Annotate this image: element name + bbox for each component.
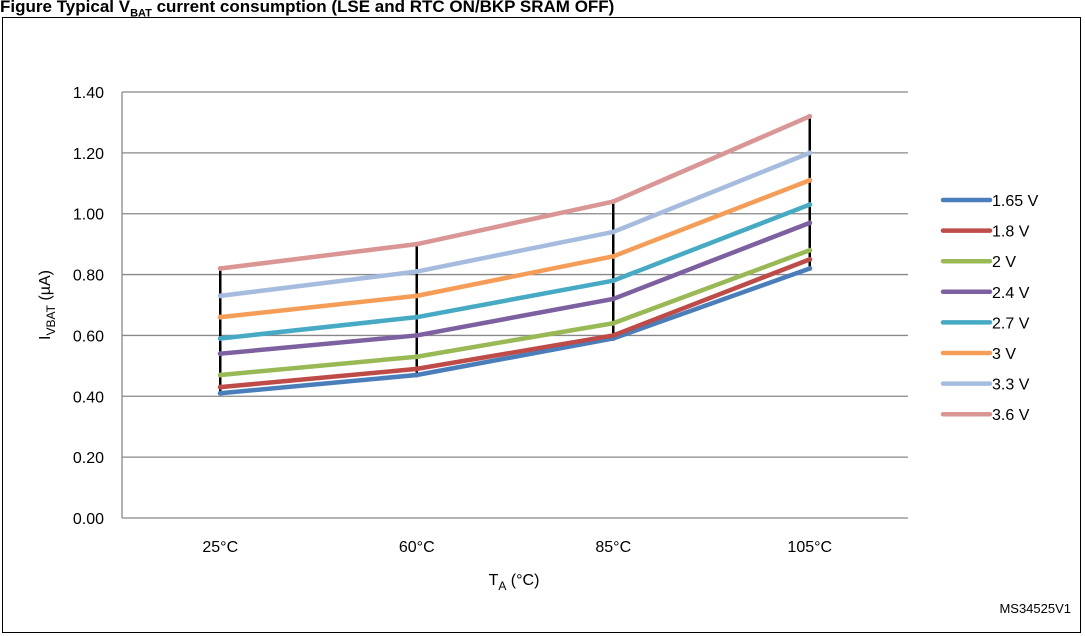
data-point (414, 354, 420, 360)
y-tick-label: 1.00 (73, 207, 104, 224)
x-tick-label: 25°C (202, 539, 238, 556)
series-line-6 (218, 150, 812, 299)
data-point (610, 229, 616, 235)
legend-label: 3.6 V (992, 407, 1030, 424)
data-point (610, 332, 616, 338)
x-axis-title-main: T (489, 572, 499, 589)
data-point (414, 372, 420, 378)
data-point (217, 335, 223, 341)
legend-label: 2 V (992, 254, 1016, 271)
x-tick-labels: 25°C 60°C 85°C 105°C (202, 539, 832, 556)
data-point (414, 332, 420, 338)
data-point (807, 247, 813, 253)
x-axis-title-rest: (°C) (506, 572, 539, 589)
y-tick-label: 1.20 (73, 146, 104, 163)
series-lines (217, 113, 813, 396)
legend-label: 3.3 V (992, 377, 1030, 394)
legend-label: 1.65 V (992, 193, 1039, 210)
series-line-4 (218, 202, 812, 341)
y-tick-label: 0.00 (73, 511, 104, 528)
grid-lines (121, 91, 908, 519)
data-point (217, 265, 223, 271)
caption-sub: BAT (130, 7, 152, 20)
series-line-3 (218, 220, 812, 356)
y-axis-title-rest: (µA) (37, 270, 54, 305)
data-point (807, 220, 813, 226)
legend: 1.65 V 1.8 V 2 V 2.4 V 2.7 V 3 V 3.3 V 3.6 V (940, 193, 1039, 424)
series-line-0 (218, 266, 812, 396)
data-point (414, 241, 420, 247)
data-point (807, 113, 813, 119)
data-point (610, 320, 616, 326)
x-tick-label: 60°C (399, 539, 435, 556)
y-tick-label: 1.40 (73, 85, 104, 102)
caption-prefix: Figure (0, 0, 52, 16)
y-tick-label: 0.20 (73, 450, 104, 467)
figure-caption: Figure Typical VBAT current consumption … (0, 0, 1085, 22)
series-line-2 (218, 247, 812, 378)
data-point (217, 293, 223, 299)
chart-frame (2, 17, 1081, 633)
y-tick-label: 0.60 (73, 328, 104, 345)
data-point (217, 390, 223, 396)
data-point (414, 314, 420, 320)
legend-label: 2.4 V (992, 285, 1030, 302)
data-point (610, 278, 616, 284)
legend-label: 3 V (992, 346, 1016, 363)
data-point (807, 256, 813, 262)
y-tick-labels: 0.00 0.20 0.40 0.60 0.80 1.00 1.20 1.40 (73, 85, 104, 528)
data-point (217, 351, 223, 357)
y-axis-title-sub: VBAT (44, 304, 58, 335)
data-point (610, 253, 616, 259)
data-point (217, 384, 223, 390)
y-axis-title: IVBAT (µA) (37, 270, 58, 340)
data-point (610, 199, 616, 205)
caption-rest: current consumption (LSE and RTC ON/BKP … (151, 0, 615, 16)
data-point (414, 366, 420, 372)
x-tick-label: 105°C (787, 539, 832, 556)
x-axis-title: TA (°C) (489, 572, 540, 593)
document-code: MS34525V1 (999, 601, 1071, 616)
data-point (610, 296, 616, 302)
data-point (414, 293, 420, 299)
series-line-7 (218, 114, 812, 271)
data-point (217, 372, 223, 378)
data-point (807, 265, 813, 271)
data-point (217, 314, 223, 320)
data-point (414, 269, 420, 275)
caption-text: Typical VBAT current consumption (LSE an… (56, 0, 615, 20)
x-axis-title-sub: A (498, 579, 506, 593)
legend-label: 1.8 V (992, 224, 1030, 241)
y-tick-label: 0.80 (73, 268, 104, 285)
data-point (807, 202, 813, 208)
data-point (807, 177, 813, 183)
drop-lines (219, 116, 811, 394)
data-point (807, 150, 813, 156)
y-tick-label: 0.40 (73, 389, 104, 406)
series-line-5 (218, 177, 812, 320)
x-tick-label: 85°C (595, 539, 631, 556)
caption-main: Typical V (56, 0, 131, 16)
series-line-1 (218, 257, 812, 390)
y-axis-title-main: I (37, 336, 54, 340)
legend-label: 2.7 V (992, 315, 1030, 332)
